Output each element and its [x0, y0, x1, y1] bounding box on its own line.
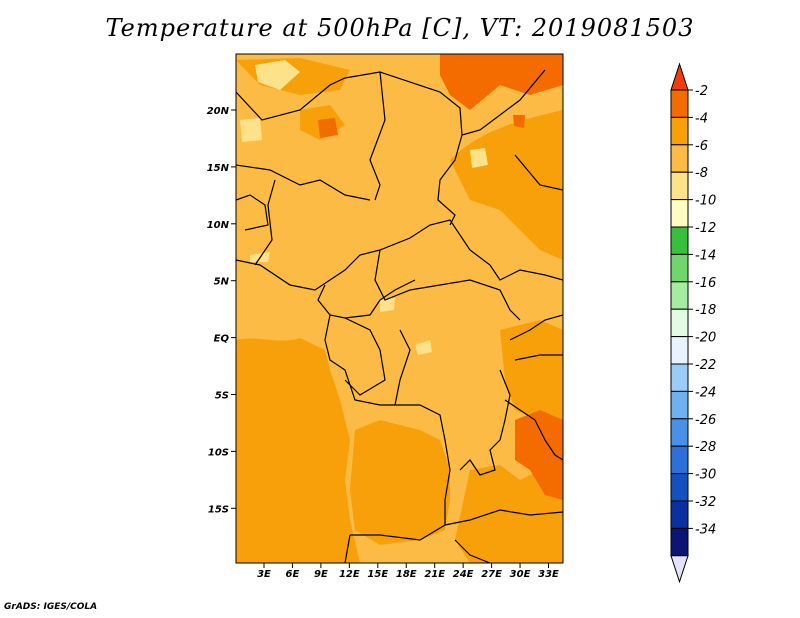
colorbar-label: -14: [695, 248, 716, 263]
colorbar-label: -28: [695, 440, 716, 455]
lon-tick-label: 12E: [339, 569, 360, 580]
figure-title: Temperature at 500hPa [C], VT: 201908150…: [105, 14, 695, 42]
colorbar-swatch: [670, 281, 689, 310]
colorbar-top-arrow: [670, 62, 689, 91]
colorbar-swatch: [670, 308, 689, 338]
colorbar-swatch: [670, 253, 689, 283]
lon-tick-label: 27E: [481, 569, 502, 580]
lat-tick-label: 15N: [207, 163, 230, 174]
lat-tick-label: 15S: [208, 504, 229, 515]
colorbar-swatch: [670, 171, 689, 201]
colorbar-label: -24: [695, 385, 716, 400]
colorbar-swatch: [670, 418, 689, 447]
colorbar-bottom-arrow: [670, 555, 689, 584]
colorbar-swatch: [670, 390, 689, 420]
lon-tick-label: 33E: [538, 569, 559, 580]
lon-tick-label: 15E: [367, 569, 388, 580]
colorbar-swatch: [670, 336, 689, 365]
map-frame: [235, 53, 564, 564]
lat-tick-label: 10N: [207, 220, 230, 231]
colorbar-swatch: [670, 500, 689, 529]
lon-tick-label: 18E: [396, 569, 417, 580]
lon-tick-label: 30E: [510, 569, 531, 580]
country-borders: [236, 69, 563, 563]
colorbar-swatch: [670, 89, 689, 118]
colorbar-swatch: [670, 144, 689, 173]
colorbar-label: -12: [695, 221, 716, 236]
colorbar-swatch: [670, 199, 689, 228]
lon-tick-label: 3E: [257, 569, 271, 580]
temperature-field: [236, 54, 563, 563]
colorbar-label: -18: [695, 303, 716, 318]
colorbar-label: -20: [695, 331, 716, 346]
lat-tick-label: 10S: [208, 447, 229, 458]
lat-tick-label: 5N: [214, 277, 230, 288]
colorbar-swatch: [670, 116, 689, 146]
lat-tick-label: 20N: [207, 106, 230, 117]
lon-tick-label: 21E: [424, 569, 445, 580]
colorbar-label: -4: [695, 111, 708, 126]
colorbar-swatch: [670, 445, 689, 475]
colorbar-label: -8: [695, 166, 708, 181]
colorbar-label: -34: [695, 522, 716, 537]
latitude-axis: 20N 15N 10N 5N EQ 5S 10S 15S: [207, 106, 236, 515]
colorbar-swatch: [670, 527, 689, 557]
colorbar-label: -16: [695, 276, 716, 291]
colorbar-label: -6: [695, 139, 708, 154]
longitude-axis: 3E 6E 9E 12E 15E 18E 21E 24E 27E 30E 33E: [257, 563, 559, 580]
colorbar-label: -30: [695, 468, 716, 483]
colorbar-label: -22: [695, 358, 716, 373]
colorbar-swatch: [670, 473, 689, 502]
colorbar: -2 -4 -6 -8 -10 -12 -14 -16 -18 -20 -22 -24 -26 -28 -3…: [670, 62, 716, 584]
lat-tick-label: EQ: [214, 334, 230, 345]
lon-tick-label: 9E: [314, 569, 328, 580]
colorbar-label: -32: [695, 495, 716, 510]
lat-tick-label: 5S: [215, 391, 229, 402]
colorbar-swatch: [670, 363, 689, 392]
colorbar-label: -26: [695, 413, 716, 428]
footer-credit: GrADS: IGES/COLA: [4, 602, 98, 612]
colorbar-label: -10: [695, 194, 716, 209]
colorbar-swatch: [670, 226, 689, 255]
lon-tick-label: 24E: [453, 569, 474, 580]
lon-tick-label: 6E: [286, 569, 300, 580]
colorbar-label: -2: [695, 84, 708, 99]
